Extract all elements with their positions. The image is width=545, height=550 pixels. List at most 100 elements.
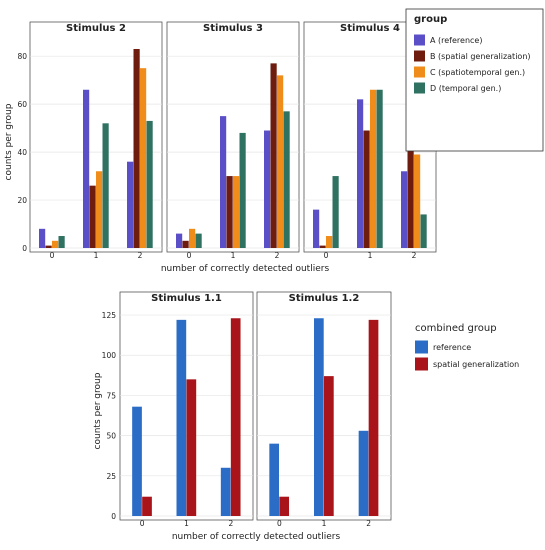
legend-swatch [415, 357, 428, 371]
x-tick-label: 2 [275, 251, 280, 260]
bar [324, 376, 334, 516]
legend-swatch [414, 82, 425, 94]
bar [58, 236, 65, 248]
panel-title: Stimulus 1.1 [151, 293, 222, 304]
bar [326, 236, 333, 248]
bar [52, 240, 59, 248]
bar [233, 176, 240, 248]
y-tick-label: 20 [17, 196, 27, 205]
bar [414, 154, 421, 248]
bar [176, 233, 183, 248]
x-tick-label: 0 [187, 251, 192, 260]
y-tick-label: 0 [111, 512, 116, 521]
y-tick-label: 80 [17, 52, 27, 61]
bar [230, 318, 241, 516]
bar [89, 185, 96, 248]
legend-swatch [414, 50, 425, 62]
x-tick-label: 2 [412, 251, 417, 260]
bar [368, 319, 379, 516]
x-tick-label: 0 [140, 519, 145, 528]
legend-label: reference [433, 343, 471, 352]
panel-title: Stimulus 1.2 [289, 293, 360, 304]
bar [264, 130, 271, 248]
bar [195, 233, 202, 248]
bar [269, 443, 280, 516]
x-axis-title: number of correctly detected outliers [172, 532, 341, 542]
bar [45, 245, 52, 248]
bar [226, 176, 233, 248]
bar [127, 161, 134, 248]
bar [182, 240, 189, 248]
bar [186, 379, 197, 516]
bar [332, 176, 339, 248]
bar [319, 245, 326, 248]
bar [279, 496, 290, 516]
x-tick-label: 1 [94, 251, 99, 260]
bar [176, 319, 187, 516]
bar [313, 209, 320, 248]
y-tick-label: 50 [106, 432, 116, 441]
panel-title: Stimulus 4 [340, 23, 400, 34]
legend-box [405, 8, 544, 152]
legend-swatch [415, 340, 428, 354]
bar [140, 68, 147, 248]
bar [133, 48, 140, 249]
legend-label: spatial generalization [433, 360, 519, 369]
legend-label: C (spatiotemporal gen.) [430, 68, 525, 77]
bar [407, 106, 414, 248]
y-tick-label: 25 [106, 472, 116, 481]
panel-title: Stimulus 2 [66, 23, 126, 34]
legend-label: B (spatial generalization) [430, 52, 531, 61]
x-tick-label: 1 [231, 251, 236, 260]
y-tick-label: 0 [22, 244, 27, 253]
x-tick-label: 0 [277, 519, 282, 528]
bar [277, 75, 284, 248]
bar [39, 228, 46, 248]
bar [370, 89, 377, 248]
y-tick-label: 40 [17, 148, 27, 157]
x-tick-label: 1 [368, 251, 373, 260]
legend-label: D (temporal gen.) [430, 84, 501, 93]
x-tick-label: 2 [228, 519, 233, 528]
bar [220, 467, 231, 516]
y-tick-label: 60 [17, 100, 27, 109]
legend-title: group [414, 14, 447, 25]
x-tick-label: 0 [50, 251, 55, 260]
y-axis-title: counts per group [93, 372, 103, 449]
legend-label: A (reference) [430, 36, 482, 45]
y-tick-label: 100 [102, 351, 117, 360]
bar [401, 171, 408, 248]
bar [96, 171, 103, 248]
bar [420, 214, 427, 248]
y-axis-title: counts per group [4, 103, 14, 180]
bar [314, 318, 324, 516]
bar [239, 132, 246, 248]
legend-swatch [414, 34, 425, 46]
x-tick-label: 2 [366, 519, 371, 528]
bar [358, 430, 369, 516]
bar [142, 496, 152, 516]
x-tick-label: 2 [138, 251, 143, 260]
bar [376, 89, 383, 248]
bar [132, 406, 142, 516]
x-tick-label: 1 [322, 519, 327, 528]
bar [270, 63, 277, 248]
bar [146, 120, 153, 248]
x-tick-label: 1 [184, 519, 189, 528]
y-tick-label: 125 [102, 311, 117, 320]
bar [283, 111, 290, 248]
x-tick-label: 0 [324, 251, 329, 260]
legend-title: combined group [415, 323, 497, 334]
bar [220, 116, 227, 248]
bar [83, 89, 90, 248]
bar [102, 123, 109, 248]
legend-swatch [414, 66, 425, 78]
bar [189, 228, 196, 248]
panel-title: Stimulus 3 [203, 23, 263, 34]
x-axis-title: number of correctly detected outliers [161, 264, 330, 274]
y-tick-label: 75 [106, 391, 116, 400]
bar [357, 99, 364, 248]
